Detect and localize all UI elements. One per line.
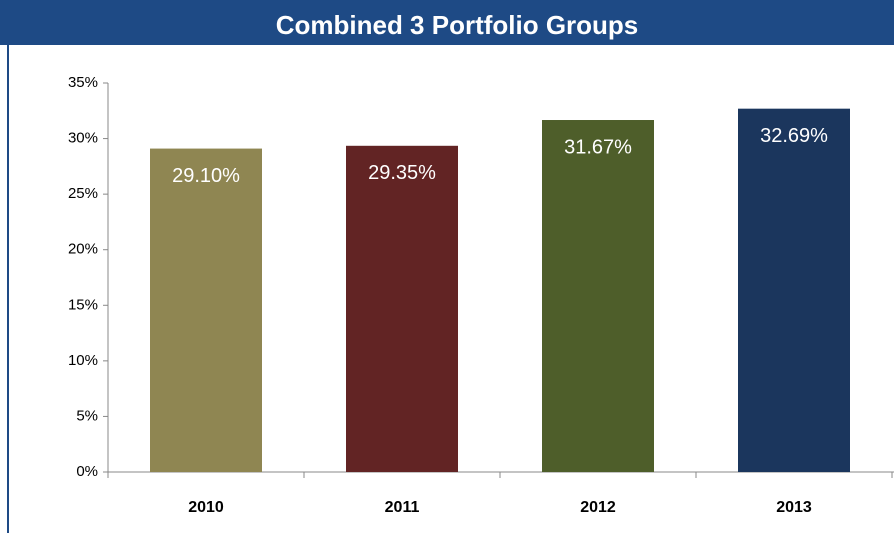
y-tick-label: 35% xyxy=(68,74,98,91)
value-label: 29.35% xyxy=(368,162,436,184)
y-tick-label: 20% xyxy=(68,241,98,258)
value-label: 32.69% xyxy=(760,125,828,147)
y-tick-label: 25% xyxy=(68,185,98,202)
x-tick-label: 2010 xyxy=(188,499,224,516)
x-tick-label: 2013 xyxy=(776,499,812,516)
bar xyxy=(738,108,850,472)
y-tick-label: 10% xyxy=(68,352,98,369)
y-tick-label: 15% xyxy=(68,296,98,313)
y-tick-label: 30% xyxy=(68,130,98,147)
value-label: 29.10% xyxy=(172,165,240,187)
bar xyxy=(542,120,654,473)
x-tick-label: 2011 xyxy=(385,499,420,516)
x-tick-label: 2012 xyxy=(580,499,616,516)
title-bar xyxy=(0,0,894,45)
bar xyxy=(150,148,262,472)
value-label: 31.67% xyxy=(564,136,632,158)
y-tick-label: 5% xyxy=(76,407,98,424)
chart-title: Combined 3 Portfolio Groups xyxy=(276,10,639,40)
y-tick-label: 0% xyxy=(76,463,98,480)
bar xyxy=(346,145,458,472)
